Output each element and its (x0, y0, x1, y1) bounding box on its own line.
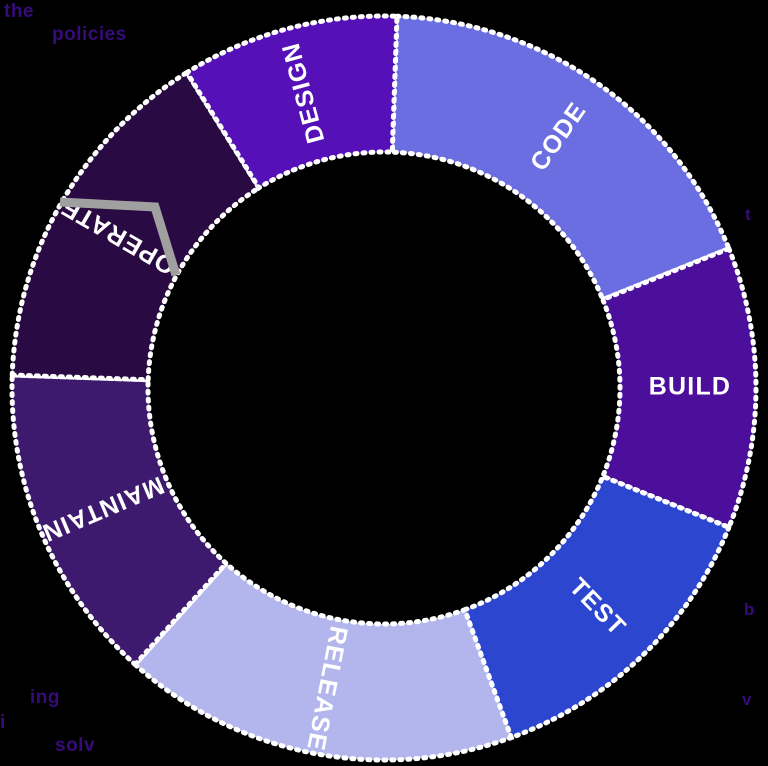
selection-stroke-annotation[interactable] (59, 197, 181, 277)
donut-segment-design[interactable] (183, 13, 400, 192)
donut-segment-code[interactable] (389, 13, 733, 303)
donut-segments-group (9, 13, 759, 763)
donut-segment-release[interactable] (131, 559, 515, 763)
donut-segment-label-build: BUILD (649, 373, 731, 401)
